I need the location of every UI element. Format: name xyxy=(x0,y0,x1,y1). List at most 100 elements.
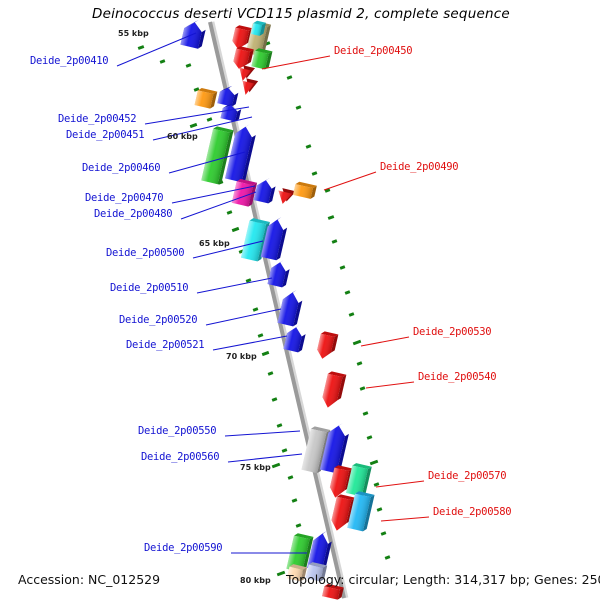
tick-mark xyxy=(295,105,302,110)
tick-mark xyxy=(287,475,294,480)
gene-label-deide_2p00540[interactable]: Deide_2p00540 xyxy=(418,371,497,383)
leader-line xyxy=(261,55,331,70)
gene-feature[interactable] xyxy=(251,48,273,71)
scale-label-65-kbp: 65 kbp xyxy=(199,239,230,248)
gene-label-deide_2p00410[interactable]: Deide_2p00410 xyxy=(30,55,109,67)
gene-feature[interactable] xyxy=(347,491,375,533)
tick-mark-layer xyxy=(137,41,391,577)
gene-label-deide_2p00490[interactable]: Deide_2p00490 xyxy=(380,161,459,173)
gene-label-deide_2p00450[interactable]: Deide_2p00450 xyxy=(334,45,413,57)
leader-line xyxy=(375,480,425,488)
page-title: Deinococcus deserti VCD115 plasmid 2, co… xyxy=(92,6,510,22)
gene-label-deide_2p00530[interactable]: Deide_2p00530 xyxy=(413,326,492,338)
gene-label-deide_2p00590[interactable]: Deide_2p00590 xyxy=(144,542,223,554)
tick-mark xyxy=(356,361,363,366)
tick-mark xyxy=(281,448,288,453)
leader-line xyxy=(180,191,257,220)
tick-mark xyxy=(231,226,240,233)
gene-feature[interactable] xyxy=(231,25,253,51)
tick-mark xyxy=(261,350,270,357)
tick-mark xyxy=(276,423,283,428)
gene-feature[interactable] xyxy=(240,78,259,97)
leader-line xyxy=(168,151,246,174)
gene-label-deide_2p00460[interactable]: Deide_2p00460 xyxy=(82,162,161,174)
gene-label-deide_2p00452[interactable]: Deide_2p00452 xyxy=(58,113,137,125)
gene-label-deide_2p00510[interactable]: Deide_2p00510 xyxy=(110,282,189,294)
gene-feature[interactable] xyxy=(240,217,270,262)
tick-mark xyxy=(271,462,281,469)
scale-label-75-kbp: 75 kbp xyxy=(240,463,271,472)
scale-label-55-kbp: 55 kbp xyxy=(118,29,149,38)
gene-feature[interactable] xyxy=(286,563,308,582)
gene-feature[interactable] xyxy=(194,87,218,109)
gene-feature[interactable] xyxy=(283,323,307,354)
leader-line xyxy=(365,381,415,389)
tick-mark xyxy=(137,45,145,50)
scale-label-60-kbp: 60 kbp xyxy=(167,132,198,141)
gene-label-deide_2p00570[interactable]: Deide_2p00570 xyxy=(428,470,507,482)
gene-label-deide_2p00520[interactable]: Deide_2p00520 xyxy=(119,314,198,326)
tick-mark xyxy=(376,507,383,512)
leader-line xyxy=(116,32,197,67)
gene-feature[interactable] xyxy=(217,83,239,107)
gene-feature[interactable] xyxy=(307,529,334,572)
tick-mark xyxy=(362,411,369,416)
tick-mark xyxy=(369,459,379,466)
gene-feature[interactable] xyxy=(180,17,207,49)
gene-label-deide_2p00451[interactable]: Deide_2p00451 xyxy=(66,129,145,141)
gene-feature[interactable] xyxy=(237,65,256,83)
gene-feature[interactable] xyxy=(250,20,266,37)
gene-feature[interactable] xyxy=(277,288,304,328)
tick-mark xyxy=(339,265,346,270)
gene-feature[interactable] xyxy=(319,421,351,474)
tick-mark xyxy=(267,371,274,376)
gene-feature[interactable] xyxy=(305,561,328,582)
accession-text: Accession: NC_012529 xyxy=(18,572,161,587)
leader-line xyxy=(380,516,430,522)
leader-line xyxy=(152,116,253,141)
gene-feature[interactable] xyxy=(328,465,353,500)
tick-mark xyxy=(327,215,335,220)
gene-feature[interactable] xyxy=(286,533,314,574)
gene-label-deide_2p00470[interactable]: Deide_2p00470 xyxy=(85,192,164,204)
tick-mark xyxy=(373,482,380,487)
gene-label-deide_2p00550[interactable]: Deide_2p00550 xyxy=(138,425,217,437)
leader-line xyxy=(192,240,264,259)
tick-mark xyxy=(324,188,331,193)
gene-feature[interactable] xyxy=(260,215,289,261)
tick-mark xyxy=(245,278,252,283)
leader-line xyxy=(171,185,256,204)
gene-label-deide_2p00560[interactable]: Deide_2p00560 xyxy=(141,451,220,463)
gene-label-deide_2p00480[interactable]: Deide_2p00480 xyxy=(94,208,173,220)
gene-feature[interactable] xyxy=(267,258,291,289)
tick-mark xyxy=(366,435,373,440)
tick-mark xyxy=(252,307,259,312)
tick-mark xyxy=(159,59,166,64)
tick-mark xyxy=(295,523,302,528)
gene-label-deide_2p00500[interactable]: Deide_2p00500 xyxy=(106,247,185,259)
gene-feature[interactable] xyxy=(276,187,297,206)
gene-feature[interactable] xyxy=(315,331,339,361)
tick-mark xyxy=(257,333,264,338)
gene-feature[interactable] xyxy=(225,122,258,183)
gene-label-deide_2p00521[interactable]: Deide_2p00521 xyxy=(126,339,205,351)
gene-feature[interactable] xyxy=(322,583,344,600)
tick-mark xyxy=(331,239,338,244)
gene-feature[interactable] xyxy=(346,462,372,497)
gene-feature[interactable] xyxy=(320,371,347,410)
leader-line xyxy=(227,453,303,463)
tick-mark xyxy=(271,397,278,402)
tick-mark xyxy=(305,144,312,149)
tick-mark xyxy=(226,210,233,215)
label-leader-line-layer xyxy=(116,32,430,554)
gene-feature[interactable] xyxy=(253,175,277,204)
gene-label-deide_2p00580[interactable]: Deide_2p00580 xyxy=(433,506,512,518)
scale-label-80-kbp: 80 kbp xyxy=(240,576,271,585)
tick-mark xyxy=(185,63,192,68)
tick-mark xyxy=(359,386,366,391)
gene-feature[interactable] xyxy=(232,46,254,72)
tick-mark xyxy=(352,339,362,346)
gene-feature[interactable] xyxy=(292,181,317,200)
